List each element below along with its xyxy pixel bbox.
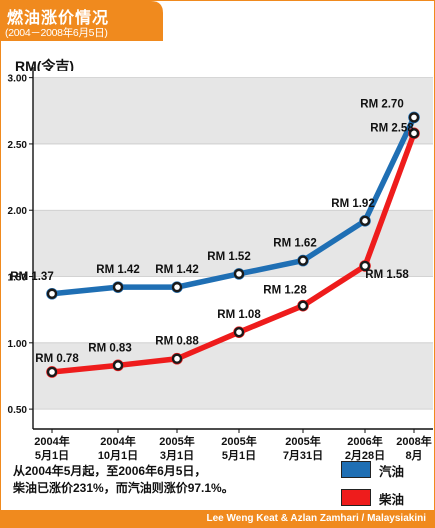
y-tick-label: 1.00 [8,339,28,350]
grid-band [33,342,433,410]
data-label-diesel: RM 2.58 [370,122,414,134]
x-tick-label: 5月1日 [35,449,69,461]
legend-label-diesel: 柴油 [379,493,405,507]
x-tick-label: 2005年 [285,434,320,448]
grid-band [33,77,433,144]
data-point-ring-diesel [359,260,371,272]
data-point-ring-diesel [233,327,245,338]
data-point-ring-diesel [408,128,420,139]
data-label-petrol: RM 1.37 [10,271,53,283]
x-tick-label: 7月31日 [283,449,323,461]
x-tick-label: 2005年 [159,434,194,448]
title-banner: 燃油涨价情况 (2004－2008年6月5日) [1,1,171,41]
x-tick-label: 2005年 [221,434,256,448]
line-chart: 0.501.001.502.002.503.002004年5月1日2004年10… [8,67,433,461]
x-tick-label: 2006年 [347,434,382,448]
x-tick-label: 2004年 [100,434,135,448]
x-tick-label: 10月1日 [98,449,138,461]
credit-bar: Lee Weng Keat & Azlan Zamhari / Malaysia… [1,510,434,527]
data-label-diesel: RM 1.08 [217,309,261,321]
data-point-ring-petrol [297,255,309,266]
y-tick-label: 0.50 [8,405,28,416]
x-tick-label: 2008年 [396,434,431,448]
data-point-ring-petrol [359,215,371,227]
x-tick-label: 8月 [405,449,422,461]
data-label-diesel: RM 1.28 [263,285,307,297]
chart-subtitle: (2004－2008年6月5日) [5,27,108,39]
y-tick-label: 1.50 [8,273,28,284]
chart-title: 燃油涨价情况 [7,10,110,27]
data-point-ring-petrol [112,281,124,293]
footnote-line-2: 柴油已涨价231%，而汽油则涨价97.1%。 [13,481,234,495]
y-axis-label: RM(令吉) [15,58,75,74]
grid-band [33,71,433,78]
data-point-ring-petrol [46,288,58,299]
data-label-petrol: RM 1.62 [273,238,316,250]
data-label-diesel: RM 0.78 [35,353,79,365]
data-label-petrol: RM 1.92 [331,198,374,210]
x-tick-label: 2月28日 [345,449,385,461]
y-tick-label: 2.50 [8,140,28,151]
x-tick-label: 2004年 [34,434,69,448]
data-label-diesel: RM 1.58 [365,269,409,281]
x-tick-label: 3月1日 [160,449,194,461]
footnote-line-1: 从2004年5月起，至2006年6月5日， [13,464,207,478]
data-point-ring-petrol [408,112,420,123]
x-tick-label: 5月1日 [222,449,256,461]
data-label-petrol: RM 1.42 [96,264,139,276]
data-label-petrol: RM 1.52 [207,251,250,263]
title-banner-shape [1,1,163,41]
legend-label-petrol: 汽油 [379,465,405,479]
data-label-petrol: RM 1.42 [155,264,198,276]
data-point-ring-petrol [171,281,183,293]
data-label-diesel: RM 0.83 [88,342,131,354]
data-point-ring-diesel [171,353,183,364]
legend-swatch-petrol [341,461,371,478]
footnote: 从2004年5月起，至2006年6月5日， 柴油已涨价231%，而汽油则涨价97… [13,463,234,497]
grid-band [33,409,433,429]
data-point-ring-diesel [297,300,309,311]
data-label-diesel: RM 0.88 [155,336,199,348]
data-point-ring-diesel [112,360,124,371]
data-label-petrol: RM 2.70 [360,98,403,110]
data-point-ring-diesel [46,366,58,378]
data-point-ring-petrol [233,268,245,280]
grid-band [33,143,433,211]
y-tick-label: 3.00 [8,74,28,85]
y-tick-label: 2.00 [8,206,28,217]
legend-swatch-diesel [341,489,371,506]
